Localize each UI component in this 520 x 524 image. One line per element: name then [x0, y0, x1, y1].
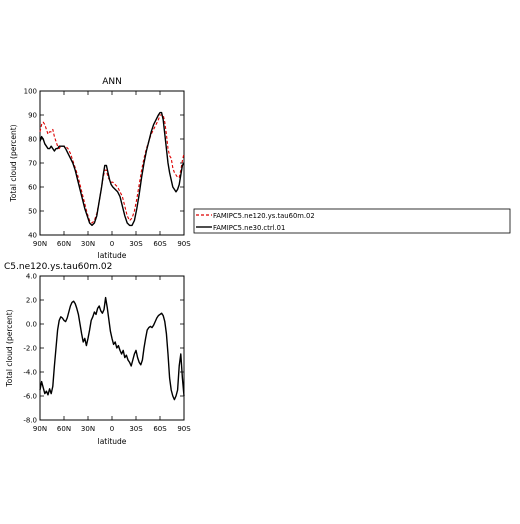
bottom-y-tick-label: 4.0	[26, 273, 37, 281]
top-x-tick-label: 90S	[177, 240, 191, 248]
bottom-y-tick-label: -4.0	[23, 369, 37, 377]
top-y-tick-label: 40	[28, 232, 37, 240]
top-x-axis: 90N 60N 30N 0 30S 60S 90S	[33, 91, 191, 248]
top-chart-title: ANN	[102, 77, 122, 87]
bottom-plot-frame	[39, 275, 185, 421]
bottom-y-tick-label: -6.0	[23, 393, 37, 401]
top-y-tick-label: 50	[28, 208, 37, 216]
top-y-tick-label: 70	[28, 160, 37, 168]
bottom-x-tick-label: 30N	[81, 425, 95, 433]
top-x-tick-label: 60N	[57, 240, 71, 248]
top-y-axis: 40 50 60 70 80 90 100	[24, 88, 184, 240]
top-x-tick-label: 30S	[129, 240, 143, 248]
bottom-series-line-1	[39, 296, 185, 401]
bottom-y-axis: -8.0 -6.0 -4.0 -2.0 0.0 2.0 4.0	[23, 273, 184, 425]
top-y-tick-label: 80	[28, 136, 37, 144]
legend-label-series-1: FAMIPC5.ne120.ys.tau60m.02	[213, 212, 315, 220]
legend-label-series-2: FAMIPC5.ne30.ctrl.01	[213, 224, 285, 232]
top-series-line-2	[39, 111, 185, 227]
bottom-x-axis-label: latitude	[98, 437, 127, 446]
top-x-tick-label: 30N	[81, 240, 95, 248]
bottom-x-tick-label: 60S	[153, 425, 167, 433]
top-x-axis-label: latitude	[98, 251, 127, 260]
bottom-x-tick-label: 90N	[33, 425, 47, 433]
top-x-tick-label: 60S	[153, 240, 167, 248]
top-y-tick-label: 100	[24, 88, 37, 96]
bottom-x-axis: 90N 60N 30N 0 30S 60S 90S	[33, 276, 191, 433]
bottom-chart-title: C5.ne120.ys.tau60m.02	[4, 262, 112, 272]
top-plot-frame	[39, 90, 185, 236]
bottom-y-tick-label: -8.0	[23, 417, 37, 425]
bottom-x-tick-label: 0	[110, 425, 114, 433]
bottom-y-tick-label: 0.0	[26, 321, 37, 329]
top-y-axis-label: Total cloud (percent)	[9, 124, 18, 202]
bottom-y-axis-label: Total cloud (percent)	[5, 309, 14, 387]
top-x-tick-label: 0	[110, 240, 114, 248]
bottom-series-lines	[39, 296, 185, 401]
top-y-tick-label: 90	[28, 112, 37, 120]
bottom-x-tick-label: 30S	[129, 425, 143, 433]
bottom-x-tick-label: 60N	[57, 425, 71, 433]
bottom-panel: C5.ne120.ys.tau60m.02 -8.0 -6.0 -4.0 -2.0 0.…	[4, 262, 191, 446]
bottom-y-tick-label: -2.0	[23, 345, 37, 353]
bottom-x-tick-label: 90S	[177, 425, 191, 433]
legend: FAMIPC5.ne120.ys.tau60m.02 FAMIPC5.ne30.…	[193, 208, 511, 234]
top-series-line-1	[39, 114, 185, 224]
top-series-lines	[39, 111, 185, 227]
bottom-y-tick-label: 2.0	[26, 297, 37, 305]
top-y-tick-label: 60	[28, 184, 37, 192]
top-x-tick-label: 90N	[33, 240, 47, 248]
legend-box	[193, 208, 511, 234]
